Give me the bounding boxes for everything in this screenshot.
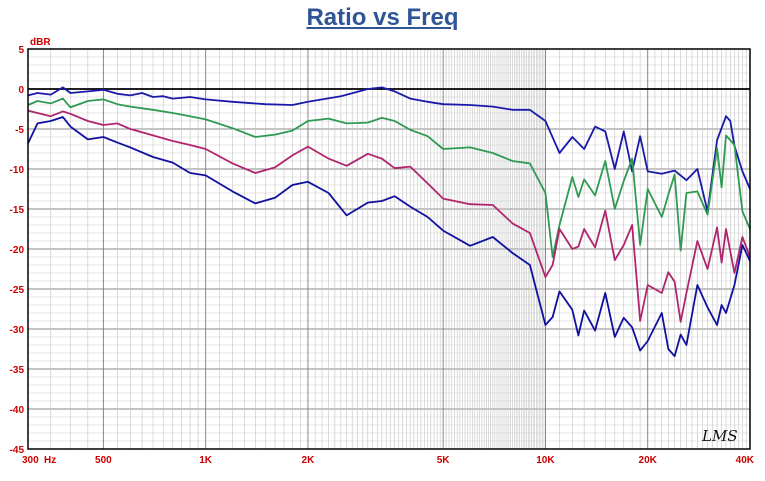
plot-border — [27, 48, 751, 450]
y-tick-label: -10 — [10, 165, 25, 176]
x-tick-label: 40K — [736, 455, 755, 466]
y-tick-label: 0 — [18, 85, 24, 96]
y-tick-label: -40 — [10, 405, 25, 416]
series-line-2 — [27, 97, 751, 258]
x-tick-label: 500 — [95, 455, 112, 466]
grid-lines — [27, 48, 751, 450]
x-tick-label: 10K — [536, 455, 555, 466]
y-tick-label: -35 — [10, 365, 25, 376]
x-tick-label: 20K — [639, 455, 658, 466]
x-tick-label: 300 — [22, 455, 39, 466]
chart-title: Ratio vs Freq — [306, 4, 459, 31]
y-axis-label: dBR — [30, 37, 51, 48]
series-line-4 — [27, 116, 751, 358]
y-tick-label: -45 — [10, 445, 25, 456]
series-lines — [27, 86, 751, 358]
x-axis-unit-label: Hz — [44, 455, 56, 466]
x-axis-ticks: 300 500 1K 2K 5K 10K 20K 40K — [22, 455, 755, 466]
series-line-1 — [27, 86, 751, 213]
y-tick-label: -5 — [15, 125, 24, 136]
y-tick-label: -15 — [10, 205, 25, 216]
x-tick-label: 1K — [199, 455, 213, 466]
x-tick-label: 2K — [302, 455, 316, 466]
y-tick-label: -20 — [10, 245, 25, 256]
series-line-3 — [27, 109, 751, 323]
y-tick-label: -30 — [10, 325, 25, 336]
lms-logo: LMS — [701, 427, 738, 445]
x-tick-label: 5K — [437, 455, 451, 466]
y-axis-ticks: 5 0 -5 -10 -15 -20 -25 -30 -35 -40 -45 — [10, 45, 25, 456]
y-tick-label: 5 — [18, 45, 24, 56]
y-tick-label: -25 — [10, 285, 25, 296]
